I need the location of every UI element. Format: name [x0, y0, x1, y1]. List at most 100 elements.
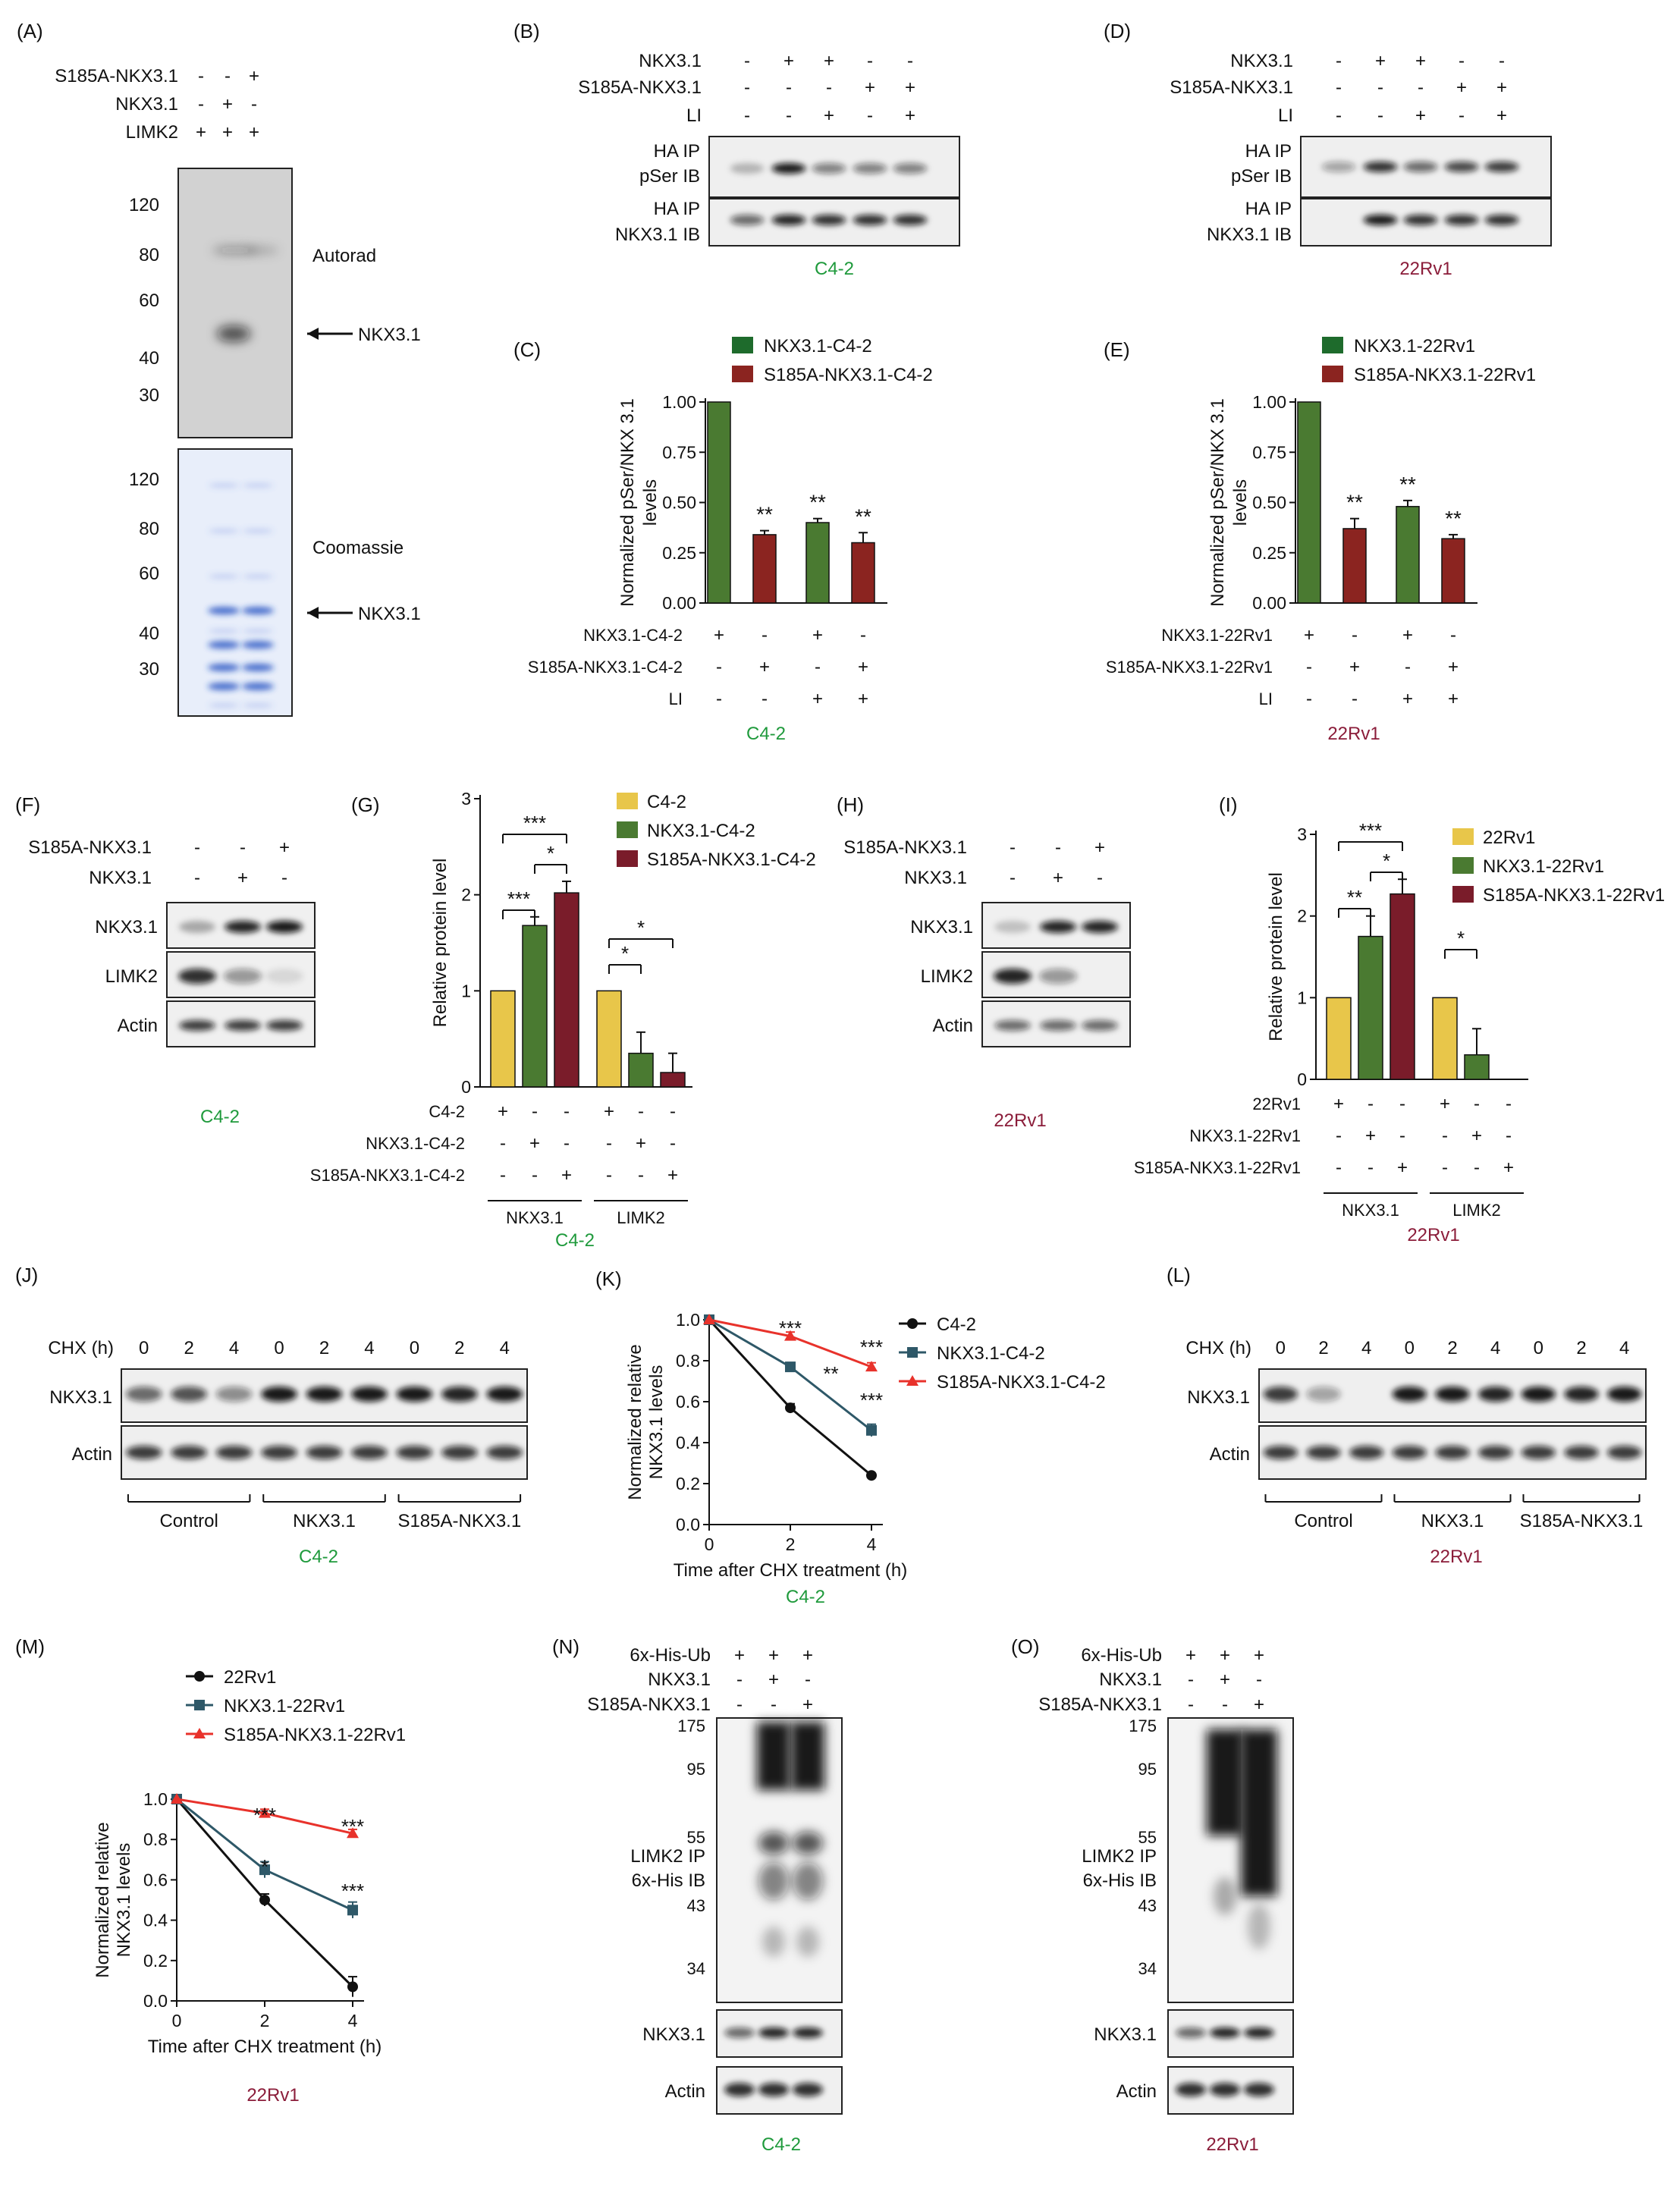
nkx31-band — [1484, 215, 1519, 225]
sign: + — [1094, 837, 1105, 858]
data-point — [784, 1330, 796, 1341]
pser-band — [1403, 162, 1438, 172]
legend-label: S185A-NKX3.1-22Rv1 — [224, 1725, 406, 1745]
y-tick-label: 0.0 — [676, 1515, 700, 1534]
band — [208, 683, 240, 690]
sign: - — [1418, 77, 1424, 98]
actin-band — [1349, 1446, 1384, 1459]
actin-band — [1435, 1446, 1470, 1459]
timepoint-label: 4 — [1490, 1338, 1500, 1358]
condition-label: S185A-NKX3.1 — [55, 66, 178, 86]
sign: + — [1375, 51, 1386, 71]
nkx31-band — [179, 921, 215, 933]
x-tick-label: 4 — [867, 1534, 877, 1554]
autorad-label: Autorad — [312, 246, 376, 266]
pser-band — [730, 163, 765, 174]
legend-swatch — [732, 337, 753, 353]
mw-marker: 60 — [139, 564, 159, 584]
sign: - — [564, 1101, 570, 1122]
significance: * — [637, 916, 645, 939]
significance: * — [547, 842, 554, 865]
nkx31-band — [125, 1387, 162, 1402]
timepoint-label: 2 — [1447, 1338, 1457, 1358]
sign: - — [532, 1101, 538, 1122]
sign: + — [1503, 1157, 1514, 1178]
nkx31-band — [1478, 1387, 1513, 1402]
sign: - — [1499, 51, 1505, 71]
sign: - — [1256, 1669, 1262, 1690]
actin-band — [171, 1446, 207, 1459]
arrow-head-icon — [307, 328, 319, 340]
legend-swatch — [1322, 337, 1343, 353]
significance: * — [621, 942, 629, 965]
y-tick-label: 0.50 — [662, 493, 696, 513]
y-tick-label: 0.8 — [143, 1829, 168, 1849]
significance: *** — [860, 1336, 883, 1358]
timepoint-label: 0 — [274, 1338, 284, 1358]
band — [244, 247, 279, 254]
condition-label: LI — [1259, 689, 1273, 708]
significance: ** — [855, 504, 871, 528]
legend-marker — [193, 1728, 206, 1738]
group-label: LIMK2 — [617, 1208, 665, 1227]
panel-label: (G) — [351, 793, 380, 816]
group-label: NKX3.1 — [1342, 1201, 1399, 1220]
nkx31-band — [1607, 1387, 1642, 1402]
legend-label: NKX3.1-C4-2 — [647, 821, 755, 841]
sign: + — [1220, 1645, 1230, 1666]
y-tick-label: 0.25 — [1252, 543, 1286, 563]
sign: + — [812, 689, 823, 709]
condition-label: LIMK2 — [126, 122, 178, 143]
actin-band — [1082, 1020, 1118, 1031]
y-tick-label: 3 — [461, 789, 471, 809]
sign: + — [636, 1133, 646, 1154]
sign: - — [198, 66, 204, 86]
limk2-band — [994, 969, 1032, 984]
y-tick-label: 0.2 — [676, 1474, 700, 1493]
y-axis-label: Normalized pSer/NKX 3.1 — [617, 398, 638, 607]
mw-marker: 55 — [687, 1828, 705, 1847]
actin-band — [261, 1446, 297, 1459]
sign: + — [237, 868, 248, 888]
significance: * — [1457, 927, 1465, 950]
nkx31-band — [1564, 1387, 1599, 1402]
sign: + — [783, 51, 794, 71]
actin-band — [758, 2083, 789, 2096]
y-tick-label: 0.6 — [676, 1392, 700, 1412]
sign: - — [500, 1133, 506, 1154]
sign: - — [786, 105, 792, 126]
group-label: LIMK2 — [1452, 1201, 1501, 1220]
sign: - — [805, 1669, 811, 1690]
smear — [757, 1722, 790, 1790]
condition-label: NKX3.1 — [648, 1669, 711, 1690]
condition-label: C4-2 — [429, 1102, 465, 1121]
blot-label: Actin — [933, 1016, 973, 1036]
sign: - — [716, 657, 722, 677]
band — [242, 683, 274, 690]
nkx31-band — [1306, 1387, 1341, 1402]
sign: + — [1349, 657, 1360, 677]
bar — [1297, 401, 1321, 604]
condition-label: LI — [686, 105, 702, 126]
sign: - — [1352, 625, 1358, 645]
legend-swatch — [1452, 857, 1474, 874]
legend-marker — [194, 1700, 205, 1710]
actin-band — [1478, 1446, 1513, 1459]
blot-label: NKX3.1 — [910, 917, 973, 937]
sign: - — [1306, 689, 1312, 709]
blot-label: pSer IB — [1231, 166, 1292, 187]
condition-label: S185A-NKX3.1-C4-2 — [310, 1166, 465, 1185]
sign: - — [670, 1133, 676, 1154]
significance: *** — [523, 812, 546, 834]
nkx31-band — [994, 921, 1031, 933]
sign: + — [1254, 1645, 1264, 1666]
sign: - — [194, 868, 200, 888]
chx-label: CHX (h) — [48, 1338, 114, 1358]
cell-line-label: C4-2 — [815, 259, 854, 279]
y-tick-label: 0.00 — [662, 593, 696, 613]
bar — [660, 1072, 686, 1088]
nkx31-band — [306, 1387, 343, 1402]
y-tick-label: 0.75 — [662, 442, 696, 462]
condition-label: NKX3.1 — [904, 868, 967, 888]
actin-band — [793, 2083, 823, 2096]
